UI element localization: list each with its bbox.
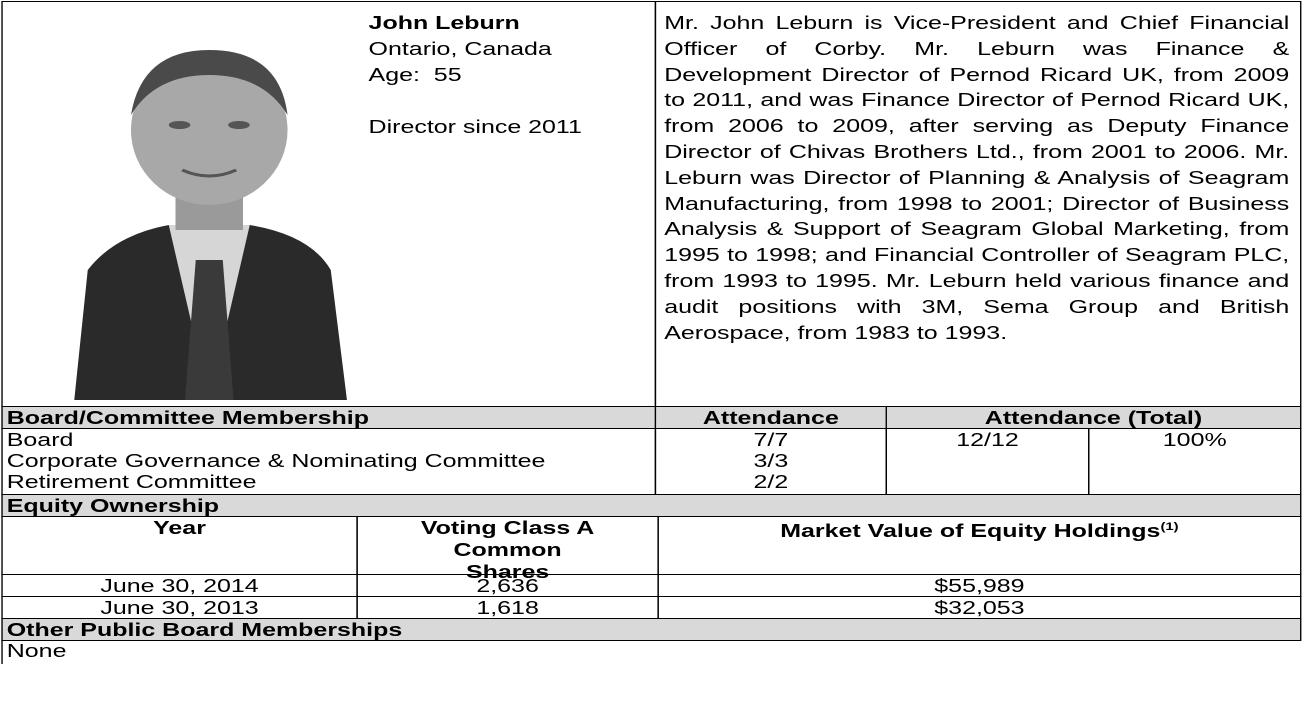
document: John Leburn Ontario, Canada Age: 55 Dire…	[0, 0, 1304, 708]
biography: Mr. John Leburn is Vice-President and Ch…	[664, 10, 1289, 345]
total-percent: 100%	[1089, 429, 1300, 450]
section-title: Equity Ownership	[7, 495, 219, 516]
col-header-wrap: Market Value of Equity Holdings(1)	[659, 517, 1300, 541]
attendance: 2/2	[656, 471, 886, 492]
cell: 100%	[1088, 428, 1301, 495]
cell: $55,989	[657, 574, 1301, 597]
profile-cell: John Leburn Ontario, Canada Age: 55 Dire…	[1, 1, 656, 407]
header-cell: Attendance (Total)	[886, 406, 1302, 429]
board-entry: None	[7, 640, 67, 661]
header-text: Attendance	[656, 407, 886, 428]
shares: 1,618	[358, 597, 658, 618]
header-cell: Attendance	[655, 406, 887, 429]
cell: 12/12	[886, 428, 1090, 495]
photo	[61, 20, 358, 400]
header-cell: Voting Class A Common Shares	[356, 516, 658, 575]
header-cell: Market Value of Equity Holdings(1)	[657, 516, 1301, 575]
attendance: 7/7	[656, 429, 886, 450]
age: Age: 55	[369, 62, 462, 88]
col-header: Market Value of Equity Holdings	[780, 520, 1160, 541]
bio-cell: Mr. John Leburn is Vice-President and Ch…	[655, 1, 1302, 407]
cell: None	[1, 640, 1301, 664]
header-text: Board/Committee Membership	[7, 407, 369, 428]
header-cell: Board/Committee Membership	[1, 406, 656, 429]
header-cell: Year	[1, 516, 357, 575]
header-text: Attendance (Total)	[887, 407, 1300, 428]
cell: $32,053	[657, 596, 1301, 619]
market-value: $32,053	[659, 597, 1300, 618]
year: June 30, 2013	[3, 597, 357, 618]
market-value: $55,989	[659, 575, 1300, 596]
cell: 2,636	[356, 574, 658, 597]
cell: June 30, 2014	[1, 574, 357, 597]
director-since: Director since 2011	[369, 114, 582, 140]
cell: June 30, 2013	[1, 596, 357, 619]
section-header: Other Public Board Memberships	[1, 618, 1301, 641]
committee: Corporate Governance & Nominating Commit…	[7, 450, 546, 471]
col-header: Year	[3, 517, 357, 538]
cell: 1,618	[356, 596, 658, 619]
section-header: Equity Ownership	[1, 494, 1301, 517]
section-title: Other Public Board Memberships	[7, 619, 403, 640]
total: 12/12	[887, 429, 1088, 450]
location: Ontario, Canada	[369, 36, 552, 62]
shares: 2,636	[358, 575, 658, 596]
footnote-marker: (1)	[1160, 521, 1178, 533]
committee: Retirement Committee	[7, 471, 257, 492]
cell: 7/7 3/3 2/2	[655, 428, 887, 495]
year: June 30, 2014	[3, 575, 357, 596]
name: John Leburn	[369, 10, 520, 36]
cell: Board Corporate Governance & Nominating …	[1, 428, 656, 495]
committee: Board	[7, 429, 74, 450]
attendance: 3/3	[656, 450, 886, 471]
